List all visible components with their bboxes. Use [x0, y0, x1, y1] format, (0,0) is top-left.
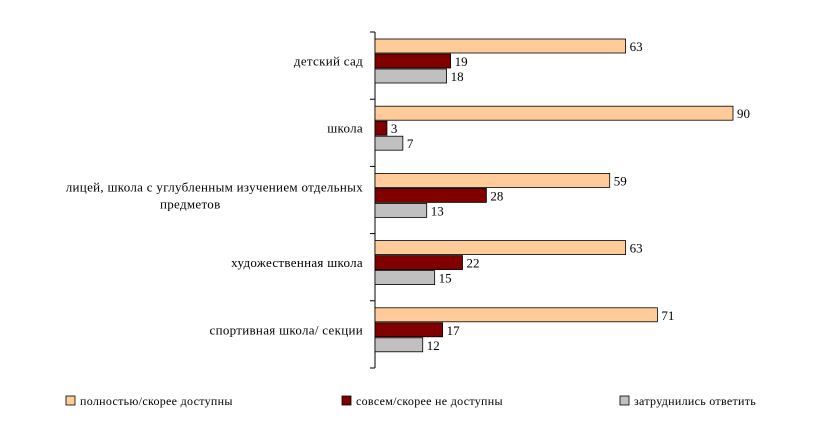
bar [374, 38, 627, 54]
chart-legend: полностью/скорее доступны совсем/скорее н… [65, 394, 756, 408]
bar [374, 187, 487, 203]
category-label: детский сад [294, 54, 363, 69]
legend-label: совсем/скорее не доступны [356, 394, 503, 408]
data-label: 63 [630, 39, 643, 54]
data-label: 15 [439, 271, 452, 286]
data-label: 13 [431, 203, 444, 218]
data-label: 59 [614, 173, 627, 188]
data-label: 22 [467, 256, 480, 271]
bar [374, 135, 404, 151]
category-label: предметов [160, 196, 221, 211]
bar [374, 105, 734, 121]
bar [374, 53, 451, 69]
category-label: лицей, школа с углубленным изучением отд… [66, 179, 363, 194]
bar [374, 240, 627, 256]
data-label: 17 [447, 323, 461, 338]
category-label: школа [327, 121, 363, 136]
bar [374, 270, 436, 286]
data-label: 19 [455, 54, 468, 69]
legend-label: затруднились ответить [634, 394, 756, 408]
bar [374, 337, 424, 353]
bar [374, 120, 388, 136]
bar [374, 172, 611, 188]
data-label: 12 [427, 338, 440, 353]
data-label: 7 [407, 136, 414, 151]
legend-label: полностью/скорее доступны [80, 394, 233, 408]
data-label: 18 [451, 69, 464, 84]
category-label: спортивная школа/ секции [210, 322, 364, 337]
data-label: 63 [630, 241, 643, 256]
legend-swatch [619, 395, 630, 406]
bar [374, 307, 658, 323]
data-label: 71 [661, 308, 674, 323]
category-label: художественная школа [231, 255, 363, 270]
bar [374, 255, 463, 271]
data-label: 28 [490, 188, 503, 203]
data-label: 90 [737, 106, 750, 121]
bar [374, 68, 447, 84]
bar [374, 322, 444, 338]
legend-swatch [65, 395, 76, 406]
data-label: 3 [391, 121, 398, 136]
legend-swatch [341, 395, 352, 406]
bar [374, 202, 428, 218]
